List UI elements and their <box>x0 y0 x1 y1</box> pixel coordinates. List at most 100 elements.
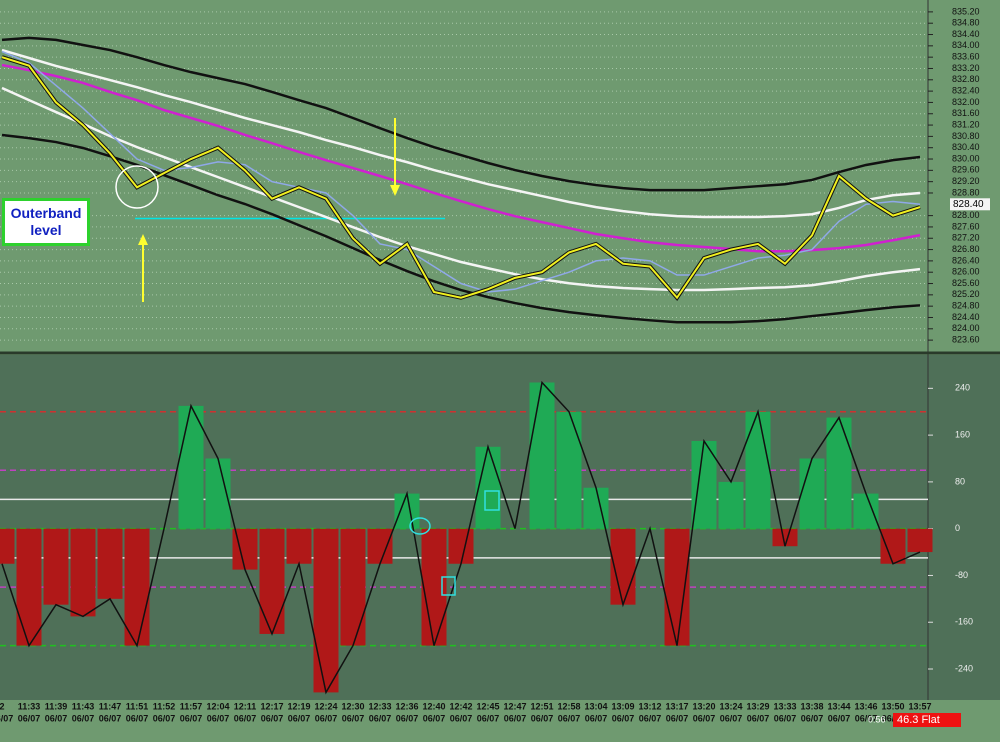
x-date-label: 06/07 <box>504 713 527 723</box>
y-tick-label: 824.00 <box>952 323 980 333</box>
x-tick-label: 11:52 <box>153 701 176 711</box>
x-date-label: 06/07 <box>153 713 176 723</box>
x-date-label: 06/07 <box>666 713 689 723</box>
x-tick-label: 11:57 <box>180 701 203 711</box>
x-tick-label: 12:47 <box>503 701 526 711</box>
bar <box>367 528 393 564</box>
x-date-label: 06/07 <box>531 713 554 723</box>
y-tick-label: 160 <box>955 429 970 439</box>
x-date-label: 06/07 <box>612 713 635 723</box>
x-date-label: 06/07 <box>801 713 824 723</box>
x-date-label: 06/07 <box>207 713 230 723</box>
x-date-label: 06/07 <box>774 713 797 723</box>
x-date-label: 06/07 <box>18 713 41 723</box>
bar <box>745 411 771 529</box>
marker-circle <box>409 517 431 535</box>
bar <box>394 493 420 529</box>
y-tick-label: -80 <box>955 570 968 580</box>
y-tick-label: 827.60 <box>952 221 980 231</box>
bar <box>43 528 69 605</box>
x-tick-label: 12:11 <box>234 701 257 711</box>
x-date-label: 06/07 <box>315 713 338 723</box>
y-tick-label: 832.00 <box>952 97 980 107</box>
y-tick-label: 835.20 <box>952 6 980 16</box>
x-date-label: 06/07 <box>855 713 878 723</box>
x-date-label: 06/07 <box>261 713 284 723</box>
bar <box>448 528 474 564</box>
bar <box>178 405 204 529</box>
x-tick-label: 13:38 <box>800 701 823 711</box>
x-date-label: 06/07 <box>585 713 608 723</box>
y-tick-label: 831.20 <box>952 119 980 129</box>
x-tick-label: 11:51 <box>126 701 149 711</box>
y-tick-label: 826.80 <box>952 244 980 254</box>
annotation: Outerband level <box>2 198 90 246</box>
y-tick-label: 827.20 <box>952 233 980 243</box>
price-line <box>1 56 921 300</box>
arrow-head <box>138 234 148 245</box>
y-tick-label: 825.60 <box>952 278 980 288</box>
bar <box>691 440 717 529</box>
y-tick-label: 833.20 <box>952 63 980 73</box>
x-date-label: 06/07 <box>423 713 446 723</box>
x-tick-label: 13:20 <box>692 701 715 711</box>
y-tick-label: 825.20 <box>952 289 980 299</box>
y-tick-label: 824.80 <box>952 301 980 311</box>
x-tick-label: 12:30 <box>341 701 364 711</box>
x-tick-label: 12:42 <box>449 701 472 711</box>
bar <box>907 528 933 553</box>
marker-box <box>441 576 456 596</box>
band-line <box>1 36 921 192</box>
x-date-label: 06/07 <box>288 713 311 723</box>
bar <box>70 528 96 617</box>
arrow-head <box>390 185 400 196</box>
x-tick-label: 2 <box>0 701 5 711</box>
x-tick-label: 13:29 <box>746 701 769 711</box>
x-tick-label: 13:57 <box>908 701 931 711</box>
y-tick-label: 832.40 <box>952 85 980 95</box>
oscillator-axis <box>928 355 1000 700</box>
x-date-label: 06/07 <box>99 713 122 723</box>
x-tick-label: 12:17 <box>260 701 283 711</box>
bar <box>475 446 501 529</box>
y-tick-label: 830.40 <box>952 142 980 152</box>
x-date-label: 06/07 <box>234 713 257 723</box>
x-tick-label: 12:33 <box>368 701 391 711</box>
x-tick-label: 13:33 <box>773 701 796 711</box>
y-tick-label: 80 <box>955 476 965 486</box>
x-date-label: 06/07 <box>828 713 851 723</box>
y-tick-label: 830.00 <box>952 153 980 163</box>
y-tick-label: 828.00 <box>952 210 980 220</box>
bar <box>799 458 825 529</box>
plot-area: 835.20834.80834.40834.00833.60833.20832.… <box>0 6 990 723</box>
x-tick-label: 11:43 <box>72 701 95 711</box>
y-tick-label: 834.00 <box>952 40 980 50</box>
y-tick-label: 0 <box>955 523 960 533</box>
y-tick-label: 834.40 <box>952 29 980 39</box>
oscillator-panel <box>0 355 928 700</box>
x-date-label: 06/07 <box>126 713 149 723</box>
x-date-label: 06/07 <box>396 713 419 723</box>
x-tick-label: 13:17 <box>665 701 688 711</box>
y-tick-label: -160 <box>955 617 973 627</box>
last-price-box <box>950 198 990 211</box>
x-date-label: 06/07 <box>639 713 662 723</box>
x-tick-label: 12:51 <box>530 701 553 711</box>
x-date-label: 06/07 <box>558 713 581 723</box>
x-date-label: 06/07 <box>45 713 68 723</box>
y-tick-label: -240 <box>955 663 973 673</box>
markers <box>115 118 500 596</box>
y-tick-label: 823.60 <box>952 334 980 344</box>
bar <box>853 493 879 529</box>
x-tick-label: 13:50 <box>881 701 904 711</box>
bar <box>772 528 798 547</box>
bar <box>556 411 582 529</box>
bar <box>0 528 15 564</box>
x-tick-label: 12:24 <box>314 701 337 711</box>
bar <box>826 417 852 529</box>
x-date-label: 06/07 <box>369 713 392 723</box>
x-tick-label: 13:04 <box>584 701 607 711</box>
bar <box>529 382 555 529</box>
x-tick-label: 11:39 <box>45 701 68 711</box>
